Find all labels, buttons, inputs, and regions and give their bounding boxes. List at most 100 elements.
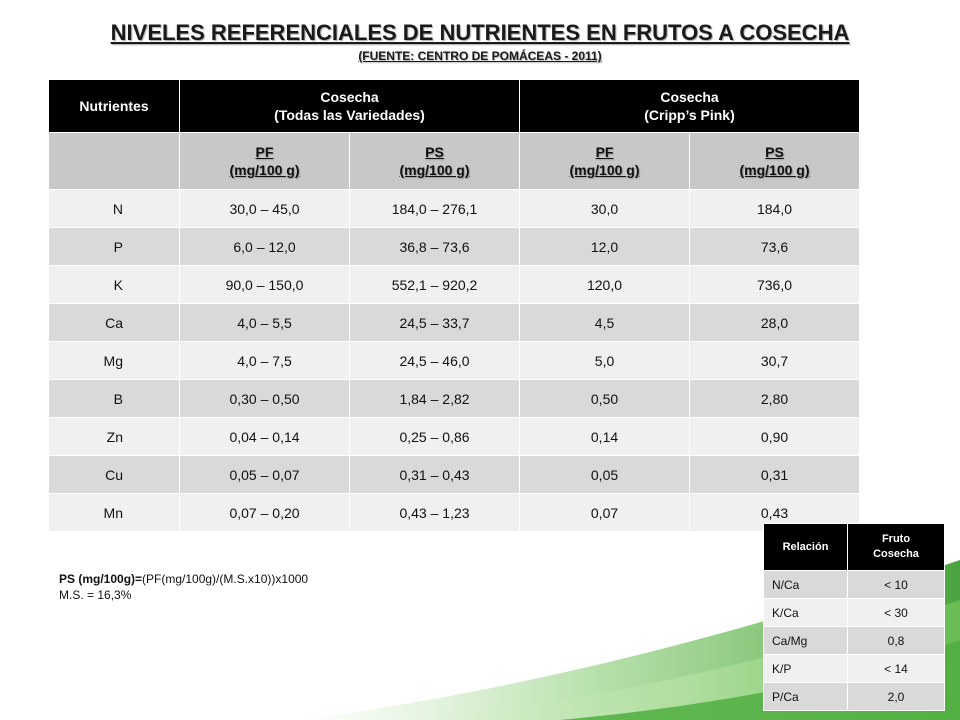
value-cell: 24,5 – 33,7 bbox=[348, 303, 521, 342]
header-cosecha-cripps: Cosecha (Cripp’s Pink) bbox=[519, 79, 861, 133]
value-cell: 0,90 bbox=[689, 417, 861, 456]
table-row: P/Ca 2,0 bbox=[763, 682, 945, 711]
header-nutrientes: Nutrientes bbox=[48, 79, 180, 133]
nutrient-cell: Ca bbox=[48, 303, 180, 342]
value-cell: 120,0 bbox=[519, 265, 691, 304]
nutrient-cell: Cu bbox=[48, 455, 180, 494]
value-cell: 5,0 bbox=[519, 341, 691, 380]
value-cell: 4,0 – 7,5 bbox=[179, 341, 350, 380]
value-cell: 24,5 – 46,0 bbox=[348, 341, 521, 380]
value-cell: 552,1 – 920,2 bbox=[348, 265, 521, 304]
subheader-label: PS bbox=[765, 144, 784, 160]
value-cell: 0,05 bbox=[519, 455, 691, 494]
title-block: NIVELES REFERENCIALES DE NUTRIENTES EN F… bbox=[0, 20, 960, 63]
relation-cell: K/Ca bbox=[763, 598, 848, 627]
value-cell: 2,80 bbox=[689, 379, 861, 418]
nutrient-cell: P bbox=[48, 227, 180, 266]
subheader-unit: (mg/100 g) bbox=[739, 162, 810, 178]
header-cosecha-cripps-line2: (Cripp’s Pink) bbox=[644, 107, 735, 123]
value-cell: 0,04 – 0,14 bbox=[179, 417, 350, 456]
relation-value-cell: 0,8 bbox=[847, 626, 945, 655]
value-cell: 4,5 bbox=[519, 303, 691, 342]
value-cell: 1,84 – 2,82 bbox=[348, 379, 521, 418]
relation-cell: Ca/Mg bbox=[763, 626, 848, 655]
table-row: N/Ca < 10 bbox=[763, 570, 945, 599]
table-row: Zn 0,04 – 0,14 0,25 – 0,86 0,14 0,90 bbox=[48, 417, 861, 456]
table-row: N 30,0 – 45,0 184,0 – 276,1 30,0 184,0 bbox=[48, 189, 861, 228]
nutrient-cell: N bbox=[48, 189, 180, 228]
value-cell: 0,14 bbox=[519, 417, 691, 456]
subheader-label: PS bbox=[425, 144, 444, 160]
value-cell: 184,0 bbox=[689, 189, 861, 228]
header-fruto-cosecha: Fruto Cosecha bbox=[847, 523, 945, 571]
subheader-label: PF bbox=[255, 144, 274, 160]
subheader-blank bbox=[48, 132, 180, 190]
subheader-ps-todas: PS (mg/100 g) bbox=[348, 132, 521, 190]
relation-value-cell: 2,0 bbox=[847, 682, 945, 711]
header-cosecha-todas: Cosecha (Todas las Variedades) bbox=[178, 79, 521, 133]
value-cell: 36,8 – 73,6 bbox=[348, 227, 521, 266]
nutrient-cell: Zn bbox=[48, 417, 180, 456]
table-subheader-row: PF (mg/100 g) PS (mg/100 g) PF (mg/100 g… bbox=[48, 132, 861, 190]
relation-header-row: Relación Fruto Cosecha bbox=[763, 523, 945, 571]
relation-cell: P/Ca bbox=[763, 682, 848, 711]
nutrient-cell: Mn bbox=[48, 493, 180, 532]
value-cell: 0,31 bbox=[689, 455, 861, 494]
table-row: Ca 4,0 – 5,5 24,5 – 33,7 4,5 28,0 bbox=[48, 303, 861, 342]
formula-note: PS (mg/100g)=(PF(mg/100g)/(M.S.x10))x100… bbox=[59, 571, 308, 603]
value-cell: 30,0 – 45,0 bbox=[179, 189, 350, 228]
relation-value-cell: < 14 bbox=[847, 654, 945, 683]
page-subtitle: (FUENTE: CENTRO DE POMÁCEAS - 2011) bbox=[358, 49, 602, 63]
value-cell: 12,0 bbox=[519, 227, 691, 266]
value-cell: 30,0 bbox=[519, 189, 691, 228]
table-row: K 90,0 – 150,0 552,1 – 920,2 120,0 736,0 bbox=[48, 265, 861, 304]
subheader-unit: (mg/100 g) bbox=[399, 162, 470, 178]
header-cosecha-cripps-line1: Cosecha bbox=[660, 89, 719, 105]
value-cell: 0,25 – 0,86 bbox=[348, 417, 521, 456]
formula-line: PS (mg/100g)=(PF(mg/100g)/(M.S.x10))x100… bbox=[59, 571, 308, 587]
relation-table: Relación Fruto Cosecha N/Ca < 10 K/Ca < … bbox=[763, 523, 945, 711]
header-fruto-line1: Fruto bbox=[881, 533, 911, 545]
formula-rest: (PF(mg/100g)/(M.S.x10))x1000 bbox=[142, 572, 309, 586]
table-row: K/Ca < 30 bbox=[763, 598, 945, 627]
value-cell: 4,0 – 5,5 bbox=[179, 303, 350, 342]
table-header-row: Nutrientes Cosecha (Todas las Variedades… bbox=[48, 79, 861, 133]
value-cell: 28,0 bbox=[689, 303, 861, 342]
value-cell: 736,0 bbox=[689, 265, 861, 304]
table-row: Cu 0,05 – 0,07 0,31 – 0,43 0,05 0,31 bbox=[48, 455, 861, 494]
relation-value-cell: < 10 bbox=[847, 570, 945, 599]
table-row: K/P < 14 bbox=[763, 654, 945, 683]
subheader-pf-cripps: PF (mg/100 g) bbox=[519, 132, 691, 190]
relation-value-cell: < 30 bbox=[847, 598, 945, 627]
value-cell: 0,30 – 0,50 bbox=[179, 379, 350, 418]
nutrient-levels-table: Nutrientes Cosecha (Todas las Variedades… bbox=[48, 79, 861, 532]
relation-cell: K/P bbox=[763, 654, 848, 683]
table-row: Mn 0,07 – 0,20 0,43 – 1,23 0,07 0,43 bbox=[48, 493, 861, 532]
value-cell: 184,0 – 276,1 bbox=[348, 189, 521, 228]
header-fruto-line2: Cosecha bbox=[873, 548, 919, 560]
value-cell: 0,07 bbox=[519, 493, 691, 532]
header-relacion: Relación bbox=[763, 523, 848, 571]
table-row: Mg 4,0 – 7,5 24,5 – 46,0 5,0 30,7 bbox=[48, 341, 861, 380]
value-cell: 30,7 bbox=[689, 341, 861, 380]
page-title: NIVELES REFERENCIALES DE NUTRIENTES EN F… bbox=[110, 20, 850, 45]
subheader-ps-cripps: PS (mg/100 g) bbox=[689, 132, 861, 190]
value-cell: 0,50 bbox=[519, 379, 691, 418]
value-cell: 90,0 – 150,0 bbox=[179, 265, 350, 304]
header-cosecha-todas-line1: Cosecha bbox=[320, 89, 379, 105]
table-row: B 0,30 – 0,50 1,84 – 2,82 0,50 2,80 bbox=[48, 379, 861, 418]
relation-cell: N/Ca bbox=[763, 570, 848, 599]
subheader-unit: (mg/100 g) bbox=[569, 162, 640, 178]
value-cell: 0,43 – 1,23 bbox=[348, 493, 521, 532]
subheader-pf-todas: PF (mg/100 g) bbox=[179, 132, 350, 190]
value-cell: 0,31 – 0,43 bbox=[348, 455, 521, 494]
value-cell: 73,6 bbox=[689, 227, 861, 266]
nutrient-cell: Mg bbox=[48, 341, 180, 380]
value-cell: 6,0 – 12,0 bbox=[179, 227, 350, 266]
value-cell: 0,07 – 0,20 bbox=[179, 493, 350, 532]
table-row: P 6,0 – 12,0 36,8 – 73,6 12,0 73,6 bbox=[48, 227, 861, 266]
nutrient-cell: B bbox=[48, 379, 180, 418]
header-cosecha-todas-line2: (Todas las Variedades) bbox=[274, 107, 425, 123]
value-cell: 0,05 – 0,07 bbox=[179, 455, 350, 494]
formula-bold: PS (mg/100g)= bbox=[59, 572, 143, 586]
